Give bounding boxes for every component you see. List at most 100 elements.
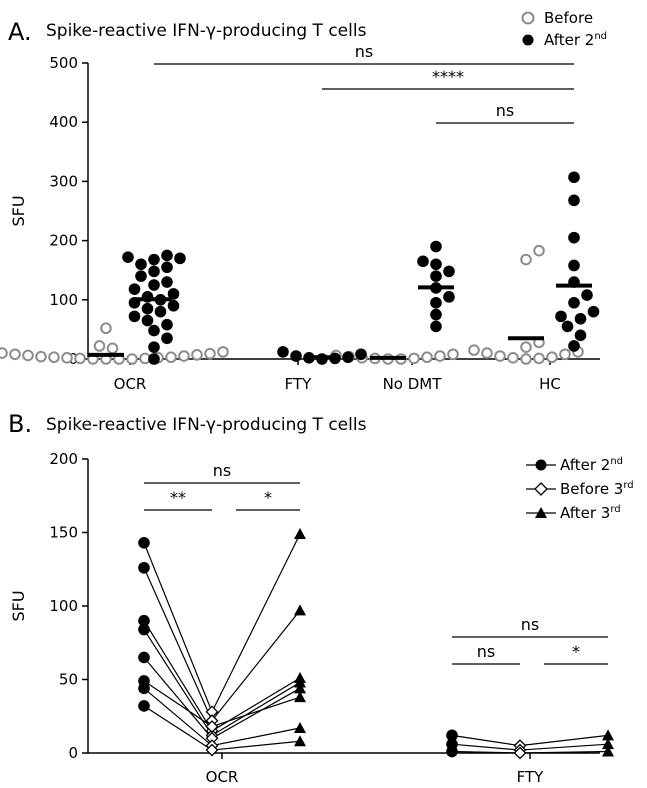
category-label: FTY <box>517 768 545 786</box>
point-after-3rd <box>294 735 306 747</box>
panel-b-label: B. <box>8 410 32 438</box>
point-before <box>0 347 8 359</box>
point-after-2nd <box>290 350 302 362</box>
point-after-2nd <box>138 614 150 627</box>
panel-b-category-labels: OCR FTY <box>88 752 600 786</box>
point-before <box>546 351 558 364</box>
point-after-2nd <box>167 288 180 300</box>
legend-after-2nd-text: After 2nd <box>560 456 623 474</box>
category-label: OCR <box>206 768 239 786</box>
point-after-2nd <box>135 270 147 282</box>
panel-b-y-axis-label: SFU <box>9 590 28 621</box>
panel-a-legend: Before After 2nd <box>521 9 607 49</box>
point-after-3rd <box>294 682 306 694</box>
point-after-2nd <box>161 332 173 345</box>
significance-label: ns <box>477 642 495 661</box>
point-after-2nd <box>446 745 458 758</box>
point-after-2nd <box>148 279 160 291</box>
point-after-2nd <box>568 171 580 184</box>
point-after-2nd <box>138 651 150 664</box>
point-before <box>22 349 34 362</box>
subject-line <box>451 734 609 747</box>
point-after-2nd <box>430 320 442 333</box>
panel-b-title: Spike-reactive IFN-γ-producing T cells <box>46 415 367 435</box>
point-after-2nd <box>587 305 600 318</box>
point-after-2nd <box>167 299 180 312</box>
panel-a-significance: ns **** ns <box>154 42 574 124</box>
point-after-2nd <box>128 283 141 295</box>
significance-label: **** <box>432 67 464 86</box>
point-after-2nd <box>128 310 141 323</box>
point-after-2nd <box>355 348 367 361</box>
point-before <box>481 347 493 359</box>
panel-b-legend: After 2nd Before 3rd After 3rd <box>526 456 634 522</box>
point-after-2nd <box>141 302 154 315</box>
significance-label: ns <box>521 615 539 634</box>
point-after-2nd <box>154 305 167 318</box>
y-tick-label: 0 <box>68 350 78 368</box>
panel-b-y-ticks: 0 50 100 150 200 <box>49 450 88 762</box>
point-before <box>48 351 60 364</box>
point-before <box>408 352 420 365</box>
point-after-2nd <box>443 265 455 278</box>
y-tick-label: 100 <box>49 291 78 309</box>
subject-line <box>143 620 301 732</box>
point-after-2nd <box>161 249 173 262</box>
legend-after-2nd-marker <box>535 459 547 471</box>
panel-a-points <box>0 171 600 365</box>
y-tick-label: 0 <box>68 744 78 762</box>
point-before <box>126 353 138 365</box>
point-after-2nd <box>568 296 580 309</box>
significance-label: ns <box>496 101 514 120</box>
category-label: HC <box>539 375 561 393</box>
point-after-2nd <box>574 312 587 325</box>
significance-label: * <box>572 642 580 661</box>
subject-line <box>143 567 301 722</box>
point-before <box>204 347 216 360</box>
point-before <box>191 349 203 361</box>
point-after-2nd <box>430 270 442 282</box>
point-before <box>9 348 21 361</box>
point-before <box>520 353 532 365</box>
point-after-2nd <box>122 251 134 263</box>
point-after-3rd <box>294 722 306 734</box>
point-after-2nd <box>148 341 160 353</box>
point-before <box>61 352 73 364</box>
point-before <box>520 341 532 353</box>
category-label: FTY <box>285 375 313 393</box>
point-after-2nd <box>430 308 442 321</box>
point-after-2nd <box>446 729 458 742</box>
point-after-2nd <box>161 318 173 331</box>
point-after-2nd <box>138 536 150 549</box>
point-before <box>533 352 545 365</box>
point-after-2nd <box>141 314 154 327</box>
point-before <box>421 351 433 364</box>
subject-line <box>143 629 301 737</box>
point-before <box>520 253 532 266</box>
point-after-2nd <box>138 682 150 695</box>
panel-a-means <box>88 283 592 360</box>
point-after-2nd <box>568 340 580 352</box>
point-before <box>434 350 446 362</box>
point-after-2nd <box>417 255 429 268</box>
point-after-2nd <box>561 320 574 333</box>
legend-before-3rd-marker <box>534 482 548 496</box>
significance-label: * <box>264 488 272 507</box>
point-before <box>447 348 459 361</box>
significance-label: ** <box>170 488 186 507</box>
point-after-3rd <box>294 604 306 616</box>
point-before-3rd <box>205 720 219 733</box>
subject-line <box>143 657 301 740</box>
point-after-2nd <box>138 700 150 712</box>
point-after-2nd <box>174 252 186 265</box>
point-before <box>468 344 480 356</box>
panel-a-y-axis-label: SFU <box>9 195 28 226</box>
point-after-3rd <box>294 527 306 539</box>
point-after-2nd <box>430 296 442 309</box>
point-after-2nd <box>138 623 150 636</box>
legend-after-2nd-marker <box>522 34 534 46</box>
point-after-2nd <box>148 324 160 337</box>
significance-label: ns <box>213 461 231 480</box>
legend-before-3rd-text: Before 3rd <box>560 480 634 498</box>
point-after-3rd <box>602 738 614 750</box>
